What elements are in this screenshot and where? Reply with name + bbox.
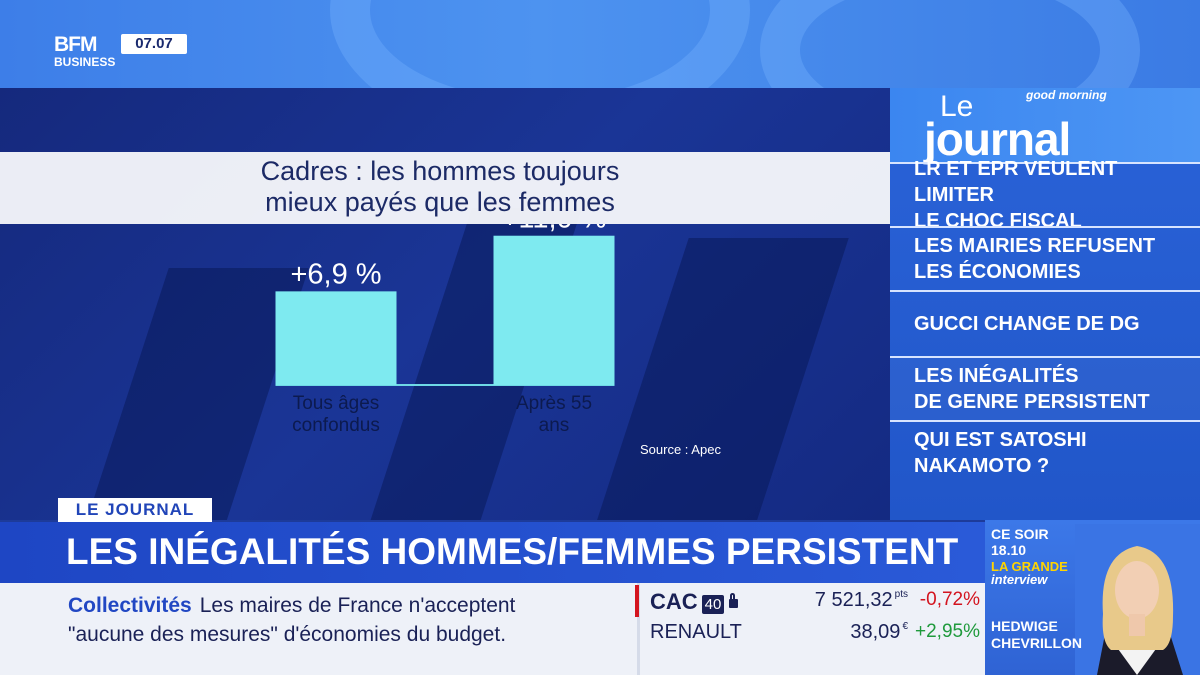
chart-source: Source : Apec <box>640 442 721 457</box>
rail-item-gucci[interactable]: GUCCI CHANGE DE DG <box>890 290 1200 356</box>
logo-bfm-text: BFM <box>54 33 98 56</box>
stock-value: 38,09 € <box>850 621 908 644</box>
rail-le-text: Le <box>940 90 974 123</box>
rail-item-line: NAKAMOTO ? <box>914 455 1050 477</box>
stock-value-number: 38,09 <box>850 621 901 643</box>
top-background-band <box>0 0 1200 88</box>
stock-name: RENAULT <box>650 621 742 643</box>
data-label-1: +11,0 % <box>501 224 606 235</box>
cac-label: CAC 40 <box>650 589 739 615</box>
la-grande-interview-logo: LA GRANDE interview <box>991 560 1068 586</box>
cac-change: -0,72% <box>919 589 980 610</box>
rail-item-line: QUI EST SATOSHI <box>914 429 1087 451</box>
market-row-cac40: CAC 40 7 521,32 pts -0,72% <box>650 587 980 619</box>
ticker-red-marker <box>635 585 639 617</box>
rail-item-satoshi[interactable]: QUI EST SATOSHI NAKAMOTO ? <box>890 420 1200 484</box>
presenter-box: CE SOIR 18.10 LA GRANDE interview HEDWIG… <box>985 520 1200 675</box>
good-morning-logo: good morning <box>1026 88 1107 102</box>
logo-business-text: BUSINESS <box>54 55 116 69</box>
rail-item-line: GUCCI CHANGE DE DG <box>914 313 1140 335</box>
rail-item-mairies[interactable]: LES MAIRIES REFUSENT LES ÉCONOMIES <box>890 226 1200 290</box>
cac-unit: pts <box>894 589 908 600</box>
bfm-business-logo: BFM BUSINESS <box>54 34 118 74</box>
rail-item-line: LES ÉCONOMIES <box>914 261 1081 283</box>
chart-title-line-2: mieux payés que les femmes <box>265 187 615 217</box>
la-grande-text: LA GRANDE <box>991 559 1068 574</box>
stock-change: +2,95% <box>915 621 980 642</box>
stock-unit: € <box>902 621 908 632</box>
ticker-news-line-1: Collectivités Les maires de France n'acce… <box>68 591 628 620</box>
rail-item-line: LR ET EPR VEULENT LIMITER <box>914 158 1118 206</box>
cac-value-number: 7 521,32 <box>814 589 893 611</box>
ticker-news: Collectivités Les maires de France n'acce… <box>68 591 628 649</box>
bar-1 <box>493 235 615 385</box>
data-label-0: +6,9 % <box>290 258 381 290</box>
ticker-topic: Collectivités <box>68 594 192 617</box>
ticker-bar: Collectivités Les maires de France n'acce… <box>0 583 985 675</box>
ce-soir-time: 18.10 <box>991 542 1027 558</box>
bar-0 <box>275 291 397 385</box>
presenter-first-name: HEDWIGE <box>991 618 1058 634</box>
market-row-stock: RENAULT 38,09 € +2,95% <box>650 619 980 651</box>
cac-40-badge: 40 <box>701 595 725 614</box>
rail-item-line: DE GENRE PERSISTENT <box>914 391 1150 413</box>
cac-value: 7 521,32 pts <box>815 589 908 612</box>
rail-item-line: LES INÉGALITÉS <box>914 365 1079 387</box>
ticker-divider <box>637 583 640 675</box>
program-tag: LE JOURNAL <box>58 498 212 522</box>
category-label-0-1: confondus <box>292 415 380 436</box>
cac-name: CAC <box>650 589 698 614</box>
chart-title-box: Cadres : les hommes toujours mieux payés… <box>0 152 890 224</box>
ticker-text-1: Les maires de France n'acceptent <box>199 594 516 617</box>
ce-soir-text: CE SOIR <box>991 526 1049 542</box>
lock-icon <box>729 593 739 608</box>
interview-text: interview <box>991 572 1048 587</box>
headline-bar: LES INÉGALITÉS HOMMES/FEMMES PERSISTENT <box>0 522 985 583</box>
rail-item-choc-fiscal[interactable]: LR ET EPR VEULENT LIMITER LE CHOC FISCAL <box>890 158 1200 232</box>
category-label-0-0: Tous âges <box>293 393 380 414</box>
rail-journal-text: journal <box>924 113 1071 165</box>
presenter-portrait <box>1075 524 1200 675</box>
le-journal-rail: Le good morning journal LR ET EPR VEULEN… <box>890 88 1200 520</box>
presenter-name: HEDWIGE CHEVRILLON <box>991 618 1082 652</box>
clock: 07.07 <box>121 34 187 54</box>
ticker-text-2: "aucune des mesures" d'économies du budg… <box>68 623 507 646</box>
presenter-last-name: CHEVRILLON <box>991 635 1082 651</box>
category-label-1-0: Après 55 <box>516 393 592 414</box>
chart-title: Cadres : les hommes toujours mieux payés… <box>200 156 680 218</box>
rail-item-inegalites[interactable]: LES INÉGALITÉS DE GENRE PERSISTENT <box>890 356 1200 420</box>
headline: LES INÉGALITÉS HOMMES/FEMMES PERSISTENT <box>66 531 959 572</box>
rail-item-line: LES MAIRIES REFUSENT <box>914 235 1156 257</box>
ce-soir-label: CE SOIR 18.10 <box>991 526 1049 558</box>
rail-header: Le good morning journal <box>890 88 1200 165</box>
category-label-1-1: ans <box>539 415 570 436</box>
market-quotes: CAC 40 7 521,32 pts -0,72% RENAULT 38,09 € … <box>650 587 980 651</box>
chart-title-line-1: Cadres : les hommes toujours <box>260 156 620 186</box>
